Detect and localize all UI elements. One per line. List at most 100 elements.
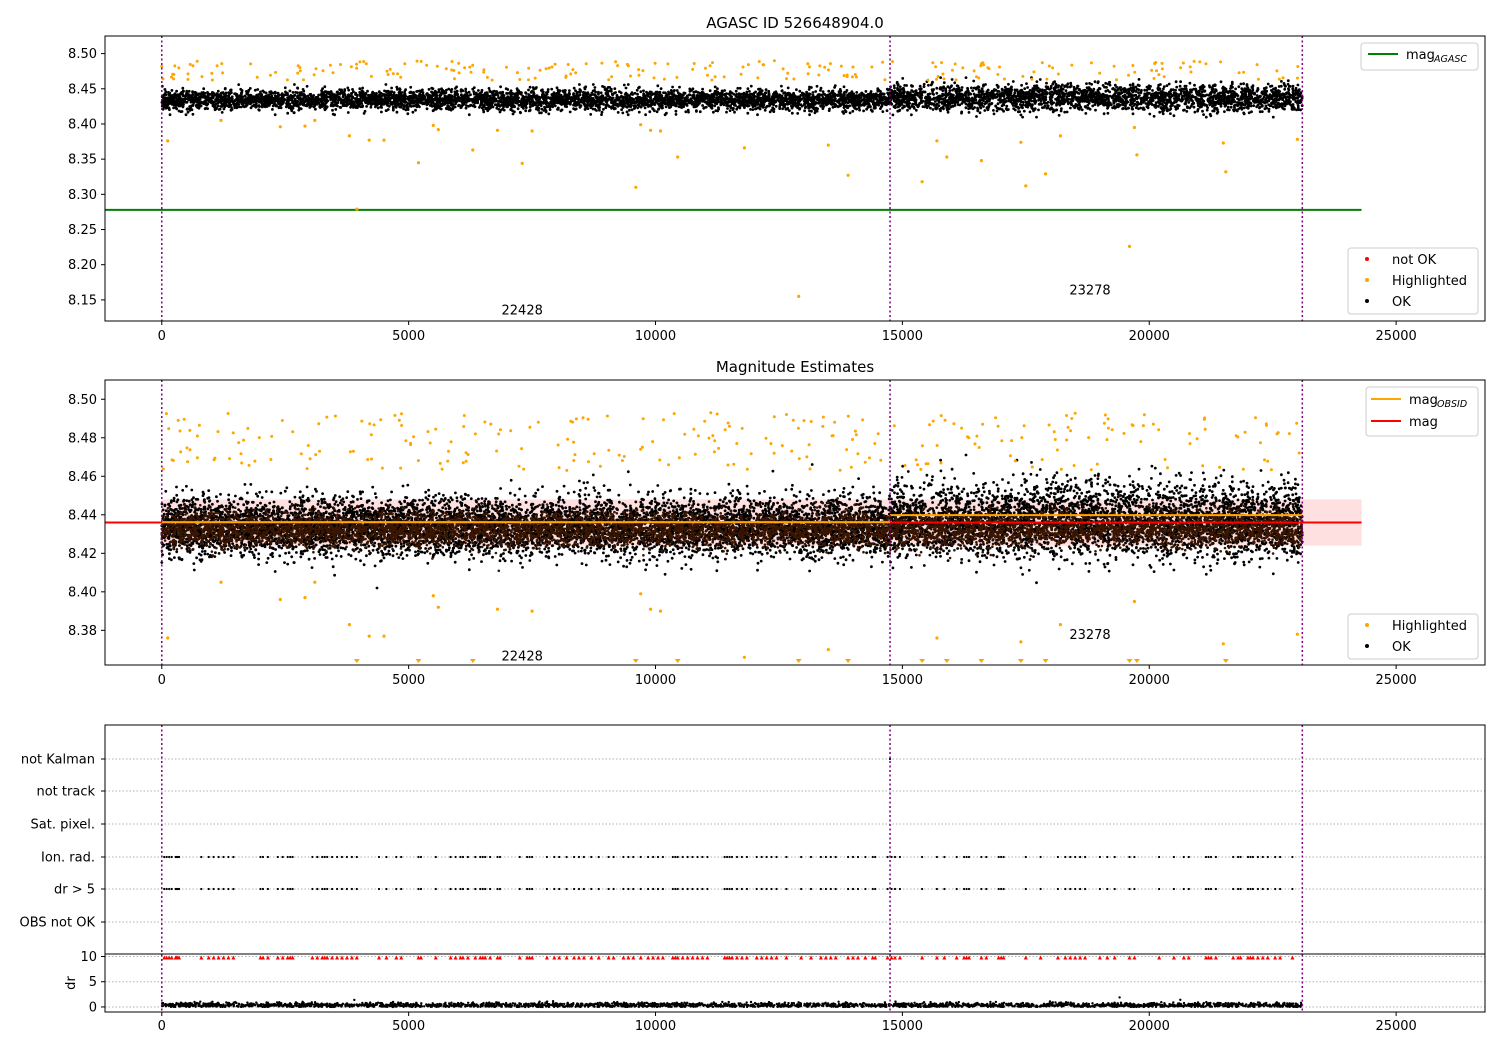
ok-point: [749, 84, 753, 88]
ok-point: [758, 107, 762, 111]
ok-point: [460, 94, 464, 98]
ok-point: [494, 93, 498, 96]
ok-point: [712, 92, 716, 96]
ok-point: [624, 86, 628, 90]
ok-point: [221, 99, 225, 103]
ok-point: [556, 106, 560, 110]
ok-point: [583, 99, 587, 103]
ok-point: [590, 104, 594, 108]
ok-point: [877, 101, 881, 105]
ok-point: [389, 102, 393, 106]
ok-point: [276, 91, 280, 95]
ok-point: [180, 110, 184, 113]
ok-point: [946, 85, 950, 88]
ok-point: [872, 99, 875, 103]
ok-point: [395, 110, 399, 114]
ok-point: [577, 94, 580, 98]
ok-point: [309, 98, 313, 101]
ok-point: [519, 111, 522, 115]
ok-point: [929, 83, 933, 87]
ok-point: [163, 88, 167, 91]
ok-point: [565, 105, 569, 108]
ok-point: [742, 93, 746, 96]
ok-point: [828, 92, 832, 96]
ok-point: [497, 107, 501, 111]
ok-point: [807, 88, 811, 91]
ok-point: [911, 84, 914, 88]
ok-point: [267, 104, 271, 107]
ok-point: [656, 98, 660, 102]
ok-point: [180, 104, 184, 107]
ok-point: [612, 103, 616, 107]
ok-point: [675, 102, 679, 105]
ok-point: [568, 100, 572, 104]
ok-point: [879, 107, 882, 110]
ok-point: [1028, 110, 1032, 114]
ok-point: [798, 95, 802, 99]
ok-point: [702, 97, 706, 101]
ok-point: [414, 108, 417, 112]
ok-point: [440, 89, 444, 93]
ok-point: [554, 99, 557, 102]
ok-point: [601, 85, 604, 88]
ok-point: [651, 107, 654, 110]
ok-point: [698, 110, 702, 114]
ok-point: [398, 105, 402, 109]
ok-point: [1252, 104, 1256, 107]
ok-point: [529, 97, 533, 100]
ok-point: [661, 97, 664, 100]
ok-point: [175, 89, 179, 93]
ok-point: [785, 93, 789, 97]
ok-point: [219, 96, 223, 100]
ok-point: [557, 92, 561, 96]
ok-point: [200, 94, 204, 97]
ok-point: [608, 96, 612, 99]
ok-point: [389, 93, 393, 97]
ok-point: [168, 113, 172, 117]
ok-point: [746, 111, 750, 115]
ok-point: [862, 109, 865, 113]
ok-point: [715, 94, 719, 97]
ok-point: [590, 96, 593, 100]
ok-point: [444, 100, 448, 103]
ok-point: [655, 110, 659, 114]
ok-point: [167, 96, 171, 100]
ok-point: [598, 108, 601, 112]
ok-point: [774, 90, 778, 94]
ok-point: [881, 110, 885, 113]
ok-point: [184, 113, 188, 117]
ok-point: [992, 112, 996, 116]
ok-point: [608, 86, 612, 89]
ok-point: [660, 99, 664, 103]
ok-point: [808, 105, 812, 109]
ok-point: [815, 95, 819, 98]
ok-point: [453, 105, 457, 109]
ok-point: [283, 86, 287, 90]
ok-point: [302, 89, 306, 93]
ok-point: [606, 94, 609, 97]
ok-point: [559, 102, 563, 106]
ok-point: [166, 100, 169, 104]
ok-point: [749, 108, 752, 111]
ok-point: [175, 107, 179, 111]
ok-point: [234, 92, 238, 96]
ok-point: [369, 105, 373, 109]
ok-point: [316, 100, 320, 104]
ok-point: [879, 90, 882, 93]
ok-point: [756, 92, 760, 96]
ok-point: [716, 87, 719, 91]
ok-point: [692, 105, 696, 109]
ok-point: [461, 103, 465, 107]
ok-point: [863, 95, 866, 99]
ok-point: [276, 100, 280, 103]
ok-point: [330, 103, 334, 107]
ok-point: [822, 105, 826, 108]
ok-point: [430, 94, 434, 98]
ok-point: [649, 95, 652, 99]
ok-point: [528, 85, 532, 89]
ok-point: [762, 95, 766, 99]
ok-point: [970, 86, 973, 90]
ok-point: [387, 91, 391, 94]
ok-point: [783, 91, 787, 95]
ok-point: [659, 87, 663, 90]
